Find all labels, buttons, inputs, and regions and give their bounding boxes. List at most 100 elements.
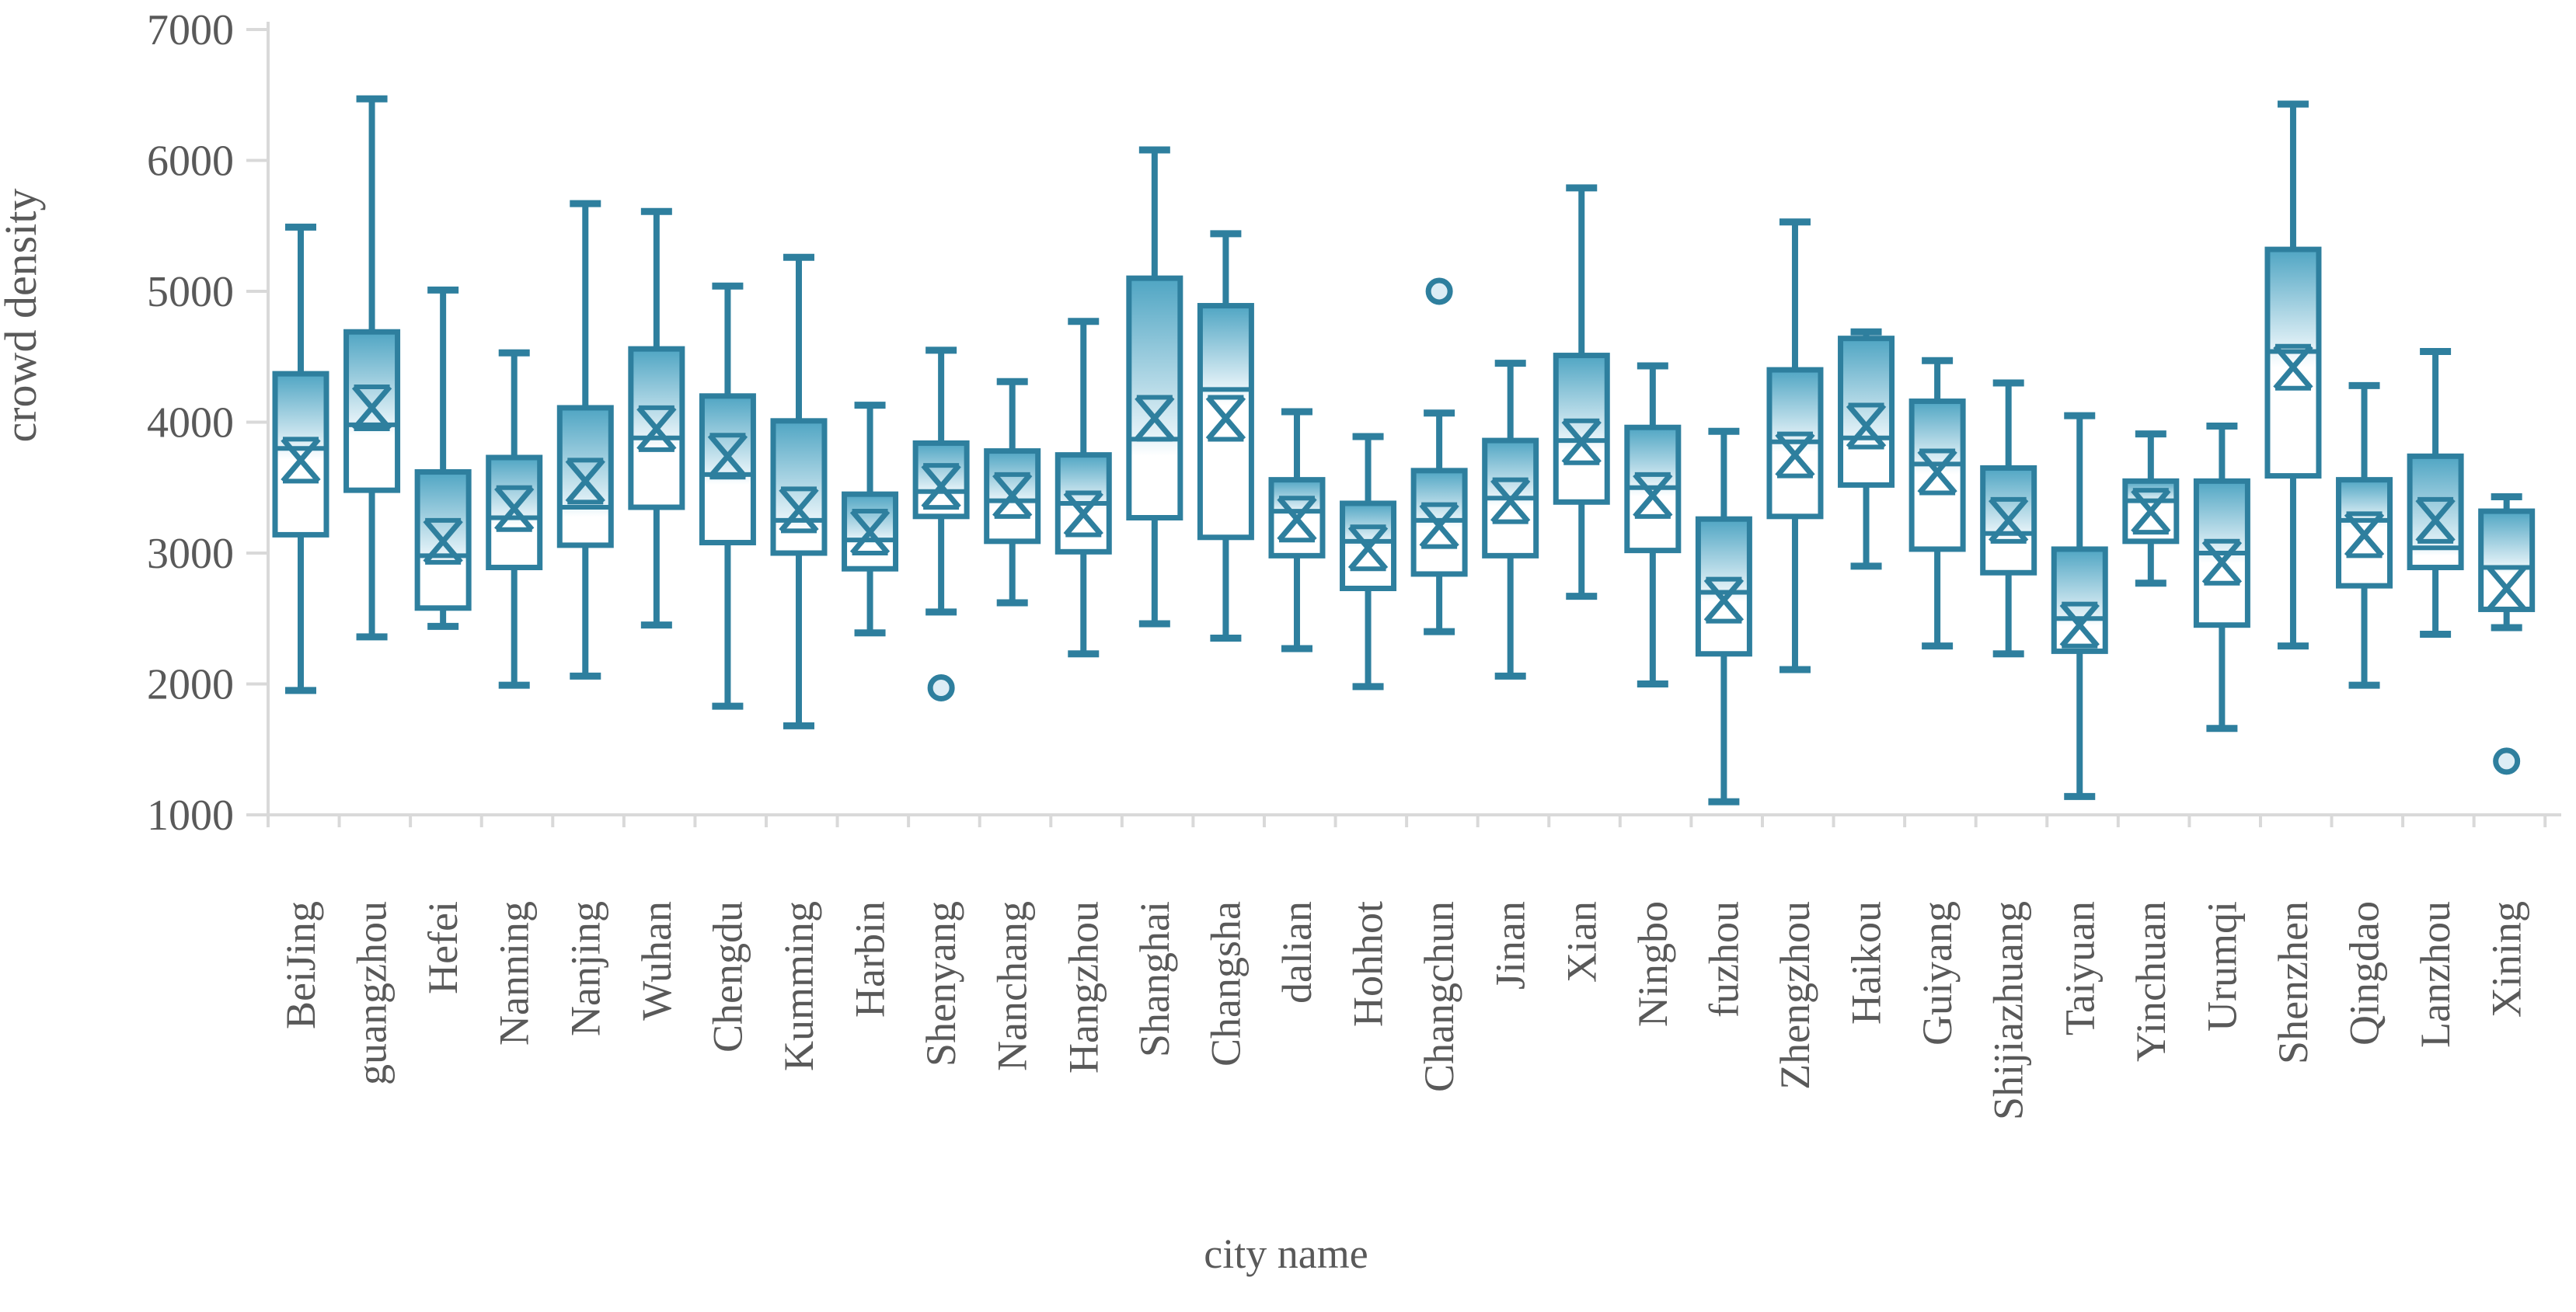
mean-marker xyxy=(779,486,819,534)
mean-marker xyxy=(1490,477,1531,524)
iqr-box xyxy=(628,346,685,510)
boxplot-Yinchuan xyxy=(2122,430,2180,587)
iqr-box xyxy=(2407,453,2464,571)
boxplot-guangzhou xyxy=(343,95,401,641)
boxplot-Ningbo xyxy=(1624,362,1682,687)
iqr-box xyxy=(699,393,756,546)
y-tick-label-7000: 7000 xyxy=(147,6,234,54)
iqr-box xyxy=(842,491,899,572)
mean-marker xyxy=(2131,488,2171,535)
x-label-Shijiazhuang: Shijiazhuang xyxy=(1985,901,2032,1120)
x-label-guangzhou: guangzhou xyxy=(349,901,396,1085)
mean-marker xyxy=(1703,576,1745,624)
iqr-box xyxy=(1553,353,1610,505)
x-label-Yinchuan: Yinchuan xyxy=(2128,901,2174,1062)
iqr-box xyxy=(1197,303,1254,541)
x-label-Taiyuan: Taiyuan xyxy=(2056,901,2103,1035)
x-label-Qingdao: Qingdao xyxy=(2341,901,2388,1046)
mean-marker xyxy=(1135,395,1175,442)
x-label-Shenyang: Shenyang xyxy=(918,901,964,1067)
iqr-box xyxy=(2478,508,2536,612)
x-label-Nanjing: Nanjing xyxy=(562,901,608,1036)
mean-marker xyxy=(1419,502,1459,549)
mean-marker xyxy=(565,458,605,505)
y-tick-label-3000: 3000 xyxy=(147,530,234,578)
mean-marker xyxy=(1633,472,1673,519)
x-label-Xian: Xian xyxy=(1558,901,1605,983)
mean-marker xyxy=(1205,395,1246,442)
x-label-Nanning: Nanning xyxy=(491,901,538,1046)
boxplot-Xining xyxy=(2478,493,2536,775)
boxplot-Changchun xyxy=(1410,277,1468,635)
boxplot-Nanjing xyxy=(556,200,614,680)
mean-marker xyxy=(992,472,1033,519)
boxplot-Hefei xyxy=(414,286,472,630)
x-label-Hangzhou: Hangzhou xyxy=(1060,901,1107,1074)
x-label-Changchun: Changchun xyxy=(1416,901,1462,1092)
boxplot-Urumqi xyxy=(2193,423,2250,733)
boxplot-Shenzhen xyxy=(2264,100,2322,650)
boxplot-Harbin xyxy=(842,402,899,637)
mean-marker xyxy=(2344,511,2385,559)
iqr-box xyxy=(2264,246,2322,479)
boxplot-Wuhan xyxy=(628,207,685,629)
x-label-Chengdu: Chengdu xyxy=(704,901,751,1053)
mean-marker xyxy=(494,485,535,532)
mean-marker xyxy=(849,509,891,556)
boxplot-Qingdao xyxy=(2336,381,2393,689)
mean-marker xyxy=(1277,496,1317,543)
boxplot-Zhengzhou xyxy=(1766,218,1824,673)
boxplot-dalian xyxy=(1268,408,1326,653)
boxplot-Hohhot xyxy=(1340,433,1397,691)
mean-marker xyxy=(2487,565,2527,612)
y-tick-label-1000: 1000 xyxy=(147,792,234,840)
mean-marker xyxy=(1347,524,1389,572)
y-tick-label-4000: 4000 xyxy=(147,399,234,447)
outlier-point xyxy=(927,674,955,702)
x-label-dalian: dalian xyxy=(1274,901,1320,1004)
outlier-point xyxy=(1425,277,1453,305)
x-label-Shanghai: Shanghai xyxy=(1131,901,1178,1057)
x-label-Jinan: Jinan xyxy=(1487,901,1534,990)
x-label-Wuhan: Wuhan xyxy=(633,901,680,1021)
mean-marker xyxy=(1775,431,1815,479)
mean-marker xyxy=(2059,601,2100,649)
x-label-Lanzhou: Lanzhou xyxy=(2412,901,2459,1048)
boxplot-Taiyuan xyxy=(2051,412,2108,800)
x-label-Hefei: Hefei xyxy=(420,901,466,994)
mean-marker xyxy=(1561,418,1602,465)
y-axis-title: crowd density xyxy=(0,189,46,443)
mean-marker xyxy=(2415,496,2456,544)
boxplot-Guiyang xyxy=(1908,357,1966,650)
boxplot-Nanchang xyxy=(984,378,1041,607)
mean-marker xyxy=(707,433,748,480)
y-tick-label-5000: 5000 xyxy=(147,268,234,316)
boxplot-Nanning xyxy=(486,349,543,689)
x-label-Harbin: Harbin xyxy=(847,901,894,1018)
boxplot-Jinan xyxy=(1482,360,1539,680)
x-label-Guiyang: Guiyang xyxy=(1914,901,1961,1046)
boxplot-Shanghai xyxy=(1126,146,1183,628)
x-label-Changsha: Changsha xyxy=(1202,901,1249,1067)
x-label-Shenzhen: Shenzhen xyxy=(2270,901,2316,1064)
mean-marker xyxy=(1917,448,1957,496)
x-axis-title: city name xyxy=(1204,1230,1368,1277)
boxplot-Lanzhou xyxy=(2407,348,2464,638)
y-tick-label-6000: 6000 xyxy=(147,137,234,186)
boxplot-Changsha xyxy=(1197,230,1254,642)
x-label-Haikou: Haikou xyxy=(1843,901,1890,1025)
x-label-fuzhou: fuzhou xyxy=(1700,901,1747,1018)
iqr-box xyxy=(272,371,329,538)
boxplot-Haikou xyxy=(1838,328,1895,570)
boxplot-Xian xyxy=(1553,184,1610,600)
iqr-box xyxy=(2051,546,2108,654)
boxplot-Shenyang xyxy=(912,346,970,702)
mean-marker xyxy=(351,384,392,431)
boxplot-Shijiazhuang xyxy=(1980,379,2037,658)
iqr-box xyxy=(556,405,614,548)
x-label-Kumming: Kumming xyxy=(776,901,822,1071)
boxplot-BeiJing xyxy=(272,223,329,694)
mean-marker xyxy=(1063,490,1103,538)
x-label-Xining: Xining xyxy=(2484,901,2530,1018)
